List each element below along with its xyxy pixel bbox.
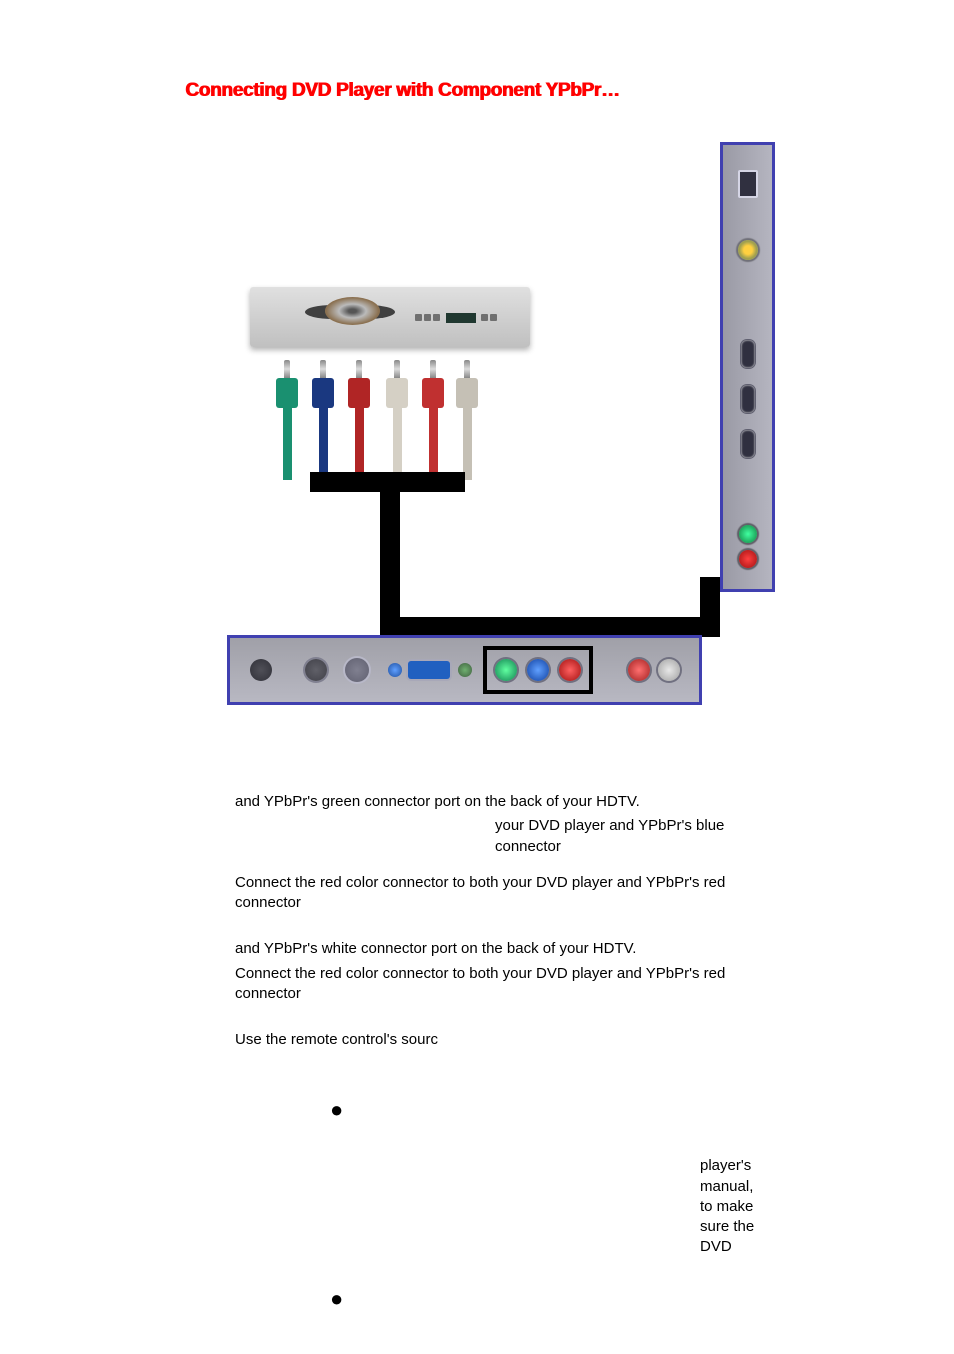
ypbpr-pb-blue-icon bbox=[527, 659, 549, 681]
card-slot-1-icon bbox=[741, 340, 755, 368]
plug-red-2-icon bbox=[421, 360, 445, 480]
audio-jack-2-icon bbox=[458, 663, 472, 677]
ypbpr-port-highlight bbox=[483, 646, 593, 694]
audio-red-port-icon bbox=[628, 659, 650, 681]
cable-route-line bbox=[380, 617, 720, 637]
composite-video-port-icon bbox=[738, 240, 758, 260]
plug-green-icon bbox=[275, 360, 299, 480]
instruction-line: and YPbPr's green connector port on the … bbox=[235, 792, 769, 812]
bullet-text: player's manual, to make sure the DVD bbox=[330, 1156, 769, 1257]
audio-white-port-icon bbox=[658, 659, 680, 681]
dvd-player-icon bbox=[250, 287, 530, 347]
instruction-line: Connect the red color connector to both … bbox=[235, 873, 769, 914]
card-slot-2-icon bbox=[741, 385, 755, 413]
usb-port-icon bbox=[738, 170, 758, 198]
ypbpr-pr-red-icon bbox=[559, 659, 581, 681]
page-title: Connecting DVD Player with Component YPb… bbox=[185, 80, 769, 102]
dvd-disc-icon bbox=[325, 297, 380, 325]
rca-red-icon bbox=[739, 550, 757, 568]
rca-green-icon bbox=[739, 525, 757, 543]
instruction-line: and YPbPr's white connector port on the … bbox=[235, 939, 769, 959]
tv-rear-port-strip bbox=[227, 635, 702, 705]
dvd-controls-icon bbox=[415, 309, 515, 327]
component-cables-icon bbox=[275, 360, 505, 490]
audio-jack-icon bbox=[388, 663, 402, 677]
audio-lr-ports bbox=[628, 659, 684, 681]
cable-route-line bbox=[700, 577, 720, 632]
tv-side-port-panel bbox=[720, 142, 775, 592]
plug-white-2-icon bbox=[455, 360, 479, 480]
svideo-port-icon bbox=[305, 659, 327, 681]
ypbpr-y-green-icon bbox=[495, 659, 517, 681]
bullet-icon: ● bbox=[330, 1099, 769, 1121]
cable-route-line bbox=[310, 472, 465, 492]
coax-port-icon bbox=[250, 659, 272, 681]
instruction-line: Connect the red color connector to both … bbox=[235, 964, 769, 1005]
plug-blue-icon bbox=[311, 360, 335, 480]
connection-diagram bbox=[215, 142, 775, 742]
plug-white-icon bbox=[385, 360, 409, 480]
antenna-port-icon bbox=[345, 658, 369, 682]
plug-red-icon bbox=[347, 360, 371, 480]
instruction-line: Use the remote control's sourc bbox=[235, 1030, 769, 1050]
cable-route-line bbox=[380, 490, 400, 635]
card-slot-3-icon bbox=[741, 430, 755, 458]
instruction-line: your DVD player and YPbPr's blue connect… bbox=[235, 816, 769, 857]
vga-port-icon bbox=[408, 661, 450, 679]
instructions-text: and YPbPr's green connector port on the … bbox=[185, 792, 769, 1310]
bullet-icon: ● bbox=[330, 1288, 769, 1310]
